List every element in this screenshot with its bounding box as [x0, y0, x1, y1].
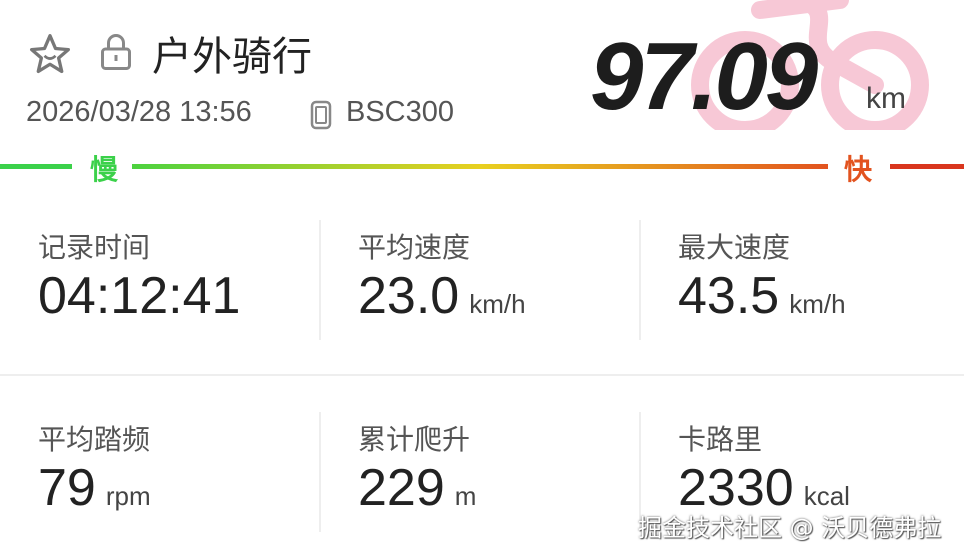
stat-value: 04:12:41	[38, 267, 241, 325]
stat-record-time: 记录时间 04:12:41	[38, 226, 240, 326]
stat-value: 23.0	[358, 267, 460, 325]
divider	[319, 412, 321, 532]
divider	[319, 220, 321, 340]
speed-gradient-bar	[132, 164, 828, 169]
stat-elevation-gain: 累计爬升 229 m	[358, 418, 476, 518]
bicycle-icon	[691, 0, 929, 130]
stat-unit: km/h	[469, 289, 526, 319]
distance-unit: km	[866, 82, 906, 115]
stat-unit: kcal	[803, 481, 850, 511]
stat-value: 229	[358, 459, 445, 517]
stat-label: 最大速度	[678, 231, 791, 264]
stat-unit: rpm	[105, 481, 151, 511]
stat-value: 43.5	[678, 267, 780, 325]
activity-title: 户外骑行	[152, 34, 312, 80]
stat-calories: 卡路里 2330 kcal	[678, 418, 850, 518]
speed-bar-left	[0, 164, 72, 169]
stat-unit: m	[454, 481, 477, 511]
divider	[639, 412, 641, 532]
stat-max-speed: 最大速度 43.5 km/h	[678, 226, 846, 326]
stat-avg-cadence: 平均踏频 79 rpm	[38, 418, 151, 518]
activity-datetime: 2026/03/28 13:56	[26, 96, 252, 128]
star-icon[interactable]	[28, 32, 72, 76]
divider	[0, 374, 964, 376]
stat-value: 2330	[678, 459, 794, 517]
stat-avg-speed: 平均速度 23.0 km/h	[358, 226, 526, 326]
watermark: 掘金技术社区 @ 沃贝德弗拉	[638, 514, 942, 542]
distance-value: 97.09	[590, 23, 818, 130]
stat-label: 累计爬升	[358, 423, 471, 456]
stat-label: 卡路里	[678, 423, 763, 456]
stat-label: 记录时间	[38, 231, 151, 264]
device-name: BSC300	[346, 96, 455, 128]
speed-bar-right	[890, 164, 964, 169]
stat-label: 平均踏频	[38, 423, 151, 456]
device-icon	[310, 100, 332, 130]
stat-label: 平均速度	[358, 231, 471, 264]
fast-label: 快	[844, 153, 873, 186]
stat-unit: km/h	[789, 289, 846, 319]
divider	[639, 220, 641, 340]
stat-value: 79	[38, 459, 96, 517]
lock-icon[interactable]	[98, 32, 134, 72]
slow-label: 慢	[90, 153, 119, 186]
